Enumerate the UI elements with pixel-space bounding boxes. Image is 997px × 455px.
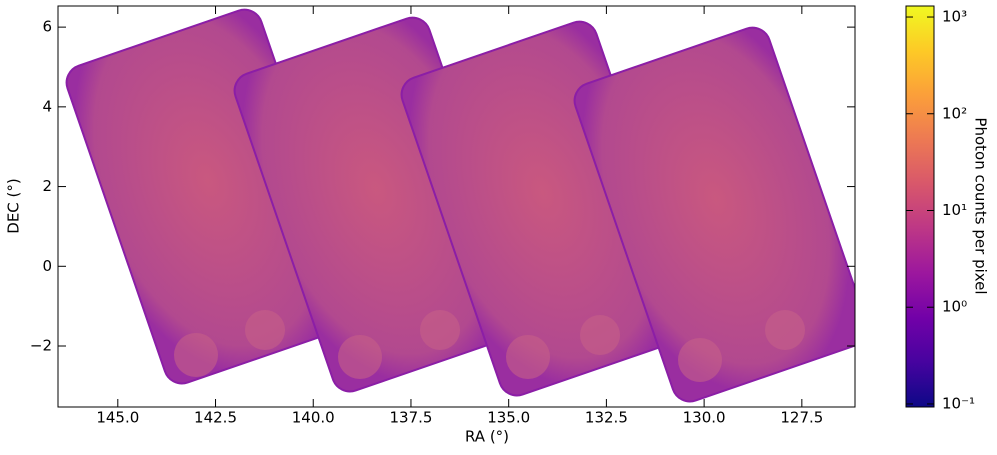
y-tick-label: 4	[42, 97, 52, 115]
colorbar-tick-label: 10³	[942, 8, 967, 26]
x-tick-label: 137.5	[389, 409, 432, 427]
sky-image	[65, 8, 855, 403]
colorbar-label: Photon counts per pixel	[972, 117, 990, 294]
colorbar-tick-label: 10⁰	[942, 298, 967, 316]
x-tick-label: 145.0	[96, 409, 139, 427]
y-tick-label: −2	[30, 337, 52, 355]
colorbar-tick-label: 10⁻¹	[942, 394, 975, 412]
colorbar-tick-label: 10²	[942, 104, 967, 122]
x-tick-label: 130.0	[683, 409, 726, 427]
halo-group	[174, 310, 805, 382]
y-tick-label: 2	[42, 177, 52, 195]
colorbar-tick-label: 10¹	[942, 201, 967, 219]
y-tick-label: 0	[42, 257, 52, 275]
y-axis-label: DEC (°)	[5, 178, 23, 233]
plot-frame	[57, 5, 856, 408]
tile	[573, 26, 855, 403]
x-axis-label: RA (°)	[465, 428, 509, 446]
x-tick-label: 132.5	[585, 409, 628, 427]
y-tick-label: 6	[42, 18, 52, 36]
colorbar	[905, 5, 935, 408]
x-tick-label: 127.5	[780, 409, 823, 427]
x-tick-label: 140.0	[292, 409, 335, 427]
x-tick-label: 135.0	[487, 409, 530, 427]
x-tick-label: 142.5	[194, 409, 237, 427]
